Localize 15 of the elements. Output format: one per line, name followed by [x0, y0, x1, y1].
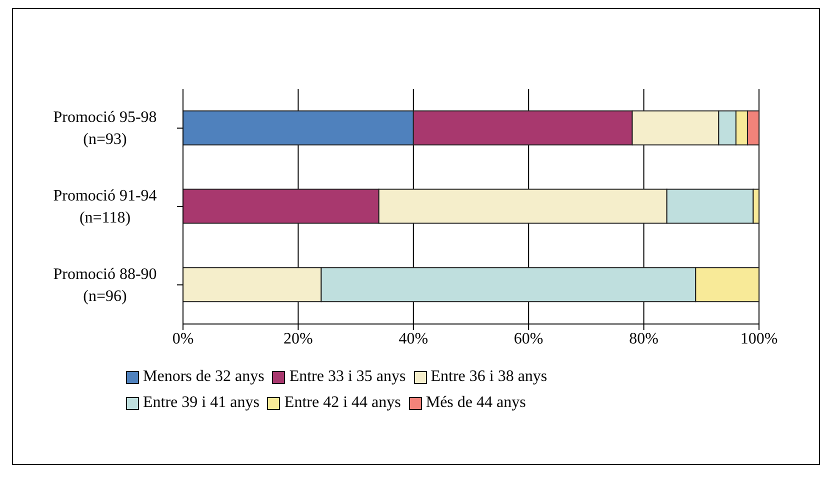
x-tick-label: 60%	[514, 330, 544, 348]
legend-label: Entre 42 i 44 anys	[284, 393, 401, 413]
y-tick-label: Promoció 95-98 (n=93)	[53, 109, 157, 148]
legend-label: Entre 39 i 41 anys	[143, 393, 260, 413]
x-tick-label: 20%	[284, 330, 313, 348]
x-tick-label: 40%	[398, 330, 428, 348]
legend-label: Entre 33 i 35 anys	[289, 367, 406, 387]
legend-label: Entre 36 i 38 anys	[430, 367, 548, 387]
legend-label: Menors de 32 anys	[143, 367, 264, 387]
x-tick-label: 80%	[629, 330, 658, 348]
x-tick-label: 100%	[740, 330, 778, 348]
x-tick-label: 0%	[172, 330, 194, 348]
legend-label: Més de 44 anys	[426, 393, 526, 413]
y-tick-label: Promoció 88-90 (n=96)	[53, 266, 157, 305]
y-tick-label: Promoció 91-94 (n=118)	[53, 188, 157, 226]
